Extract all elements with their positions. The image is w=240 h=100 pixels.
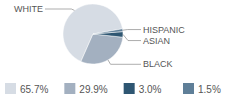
legend: 65.7% 29.9% 3.0% 1.5% — [5, 83, 221, 95]
chart: WHITE BLACK ASIANHISPANIC 65.7% 29.9% 3.0% 1.5… — [0, 0, 240, 100]
legend-swatch — [183, 83, 194, 94]
legend-label: 29.9% — [79, 84, 107, 95]
legend-label: 1.5% — [198, 84, 221, 95]
legend-label: 3.0% — [139, 84, 162, 95]
slice-label: ASIAN — [143, 36, 170, 46]
legend-label: 65.7% — [20, 84, 48, 95]
legend-swatch — [5, 83, 16, 94]
leader-line — [108, 60, 141, 64]
leader-line — [123, 34, 141, 40]
leader-line — [45, 9, 74, 10]
slice-label: HISPANIC — [143, 25, 185, 35]
legend-swatch — [124, 83, 135, 94]
leader-line — [123, 29, 141, 31]
slice-label: WHITE — [14, 4, 43, 14]
pie-slice — [81, 34, 123, 64]
pie: WHITE BLACK ASIANHISPANIC — [14, 4, 185, 69]
legend-swatch — [64, 83, 75, 94]
slice-label: BLACK — [143, 59, 173, 69]
pie-slice — [93, 29, 123, 34]
